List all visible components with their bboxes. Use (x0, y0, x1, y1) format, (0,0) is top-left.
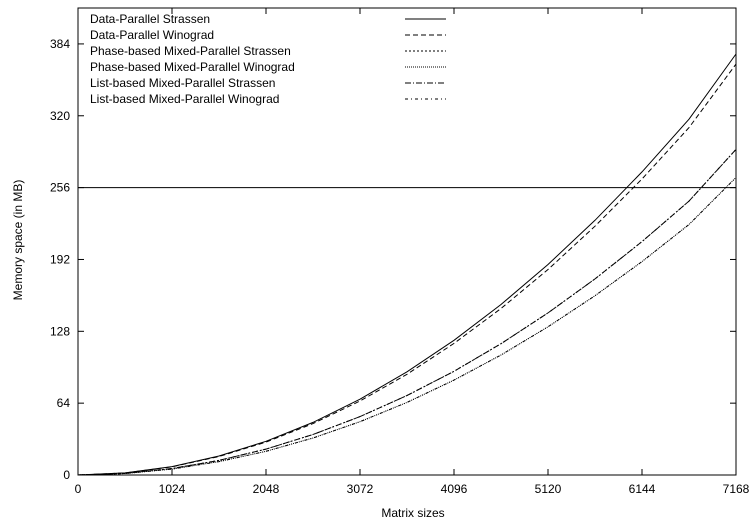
x-tick-label: 7168 (723, 482, 750, 496)
x-tick-label: 2048 (253, 482, 280, 496)
y-tick-label: 192 (50, 252, 70, 266)
legend-label-1: Data-Parallel Strassen (90, 12, 210, 26)
x-tick-label: 4096 (441, 482, 468, 496)
ticks-layer: 0 1024 2048 3072 4096 5120 6144 7168 0 64 128 192 25… (50, 8, 750, 496)
series-line-2 (77, 63, 737, 476)
y-tick-label: 384 (50, 37, 70, 51)
x-axis-title: Matrix sizes (381, 506, 444, 520)
series-line-3 (77, 149, 737, 476)
y-tick-label: 256 (50, 181, 70, 195)
x-tick-label: 5120 (535, 482, 562, 496)
x-tick-label: 1024 (159, 482, 186, 496)
series-line-1 (77, 53, 737, 476)
plot-frame (77, 7, 737, 476)
series-line-5 (77, 149, 737, 476)
y-tick-label: 128 (50, 324, 70, 338)
series-line-6 (77, 177, 737, 476)
legend: Data-Parallel Strassen Data-Parallel Wino… (90, 12, 446, 106)
x-tick-label: 0 (75, 482, 82, 496)
y-tick-label: 320 (50, 109, 70, 123)
legend-label-2: Data-Parallel Winograd (90, 28, 214, 42)
x-tick-label: 6144 (629, 482, 656, 496)
y-tick-label: 64 (57, 396, 71, 410)
series-layer (77, 53, 737, 476)
x-tick-label: 3072 (347, 482, 374, 496)
legend-label-4: Phase-based Mixed-Parallel Winograd (90, 60, 295, 74)
plot-border (77, 7, 737, 476)
series-line-4 (77, 177, 737, 476)
legend-label-5: List-based Mixed-Parallel Strassen (90, 76, 275, 90)
y-axis-title: Memory space (in MB) (11, 180, 25, 301)
legend-label-6: List-based Mixed-Parallel Winograd (90, 92, 279, 106)
y-tick-label: 0 (63, 468, 70, 482)
legend-label-3: Phase-based Mixed-Parallel Strassen (90, 44, 291, 58)
